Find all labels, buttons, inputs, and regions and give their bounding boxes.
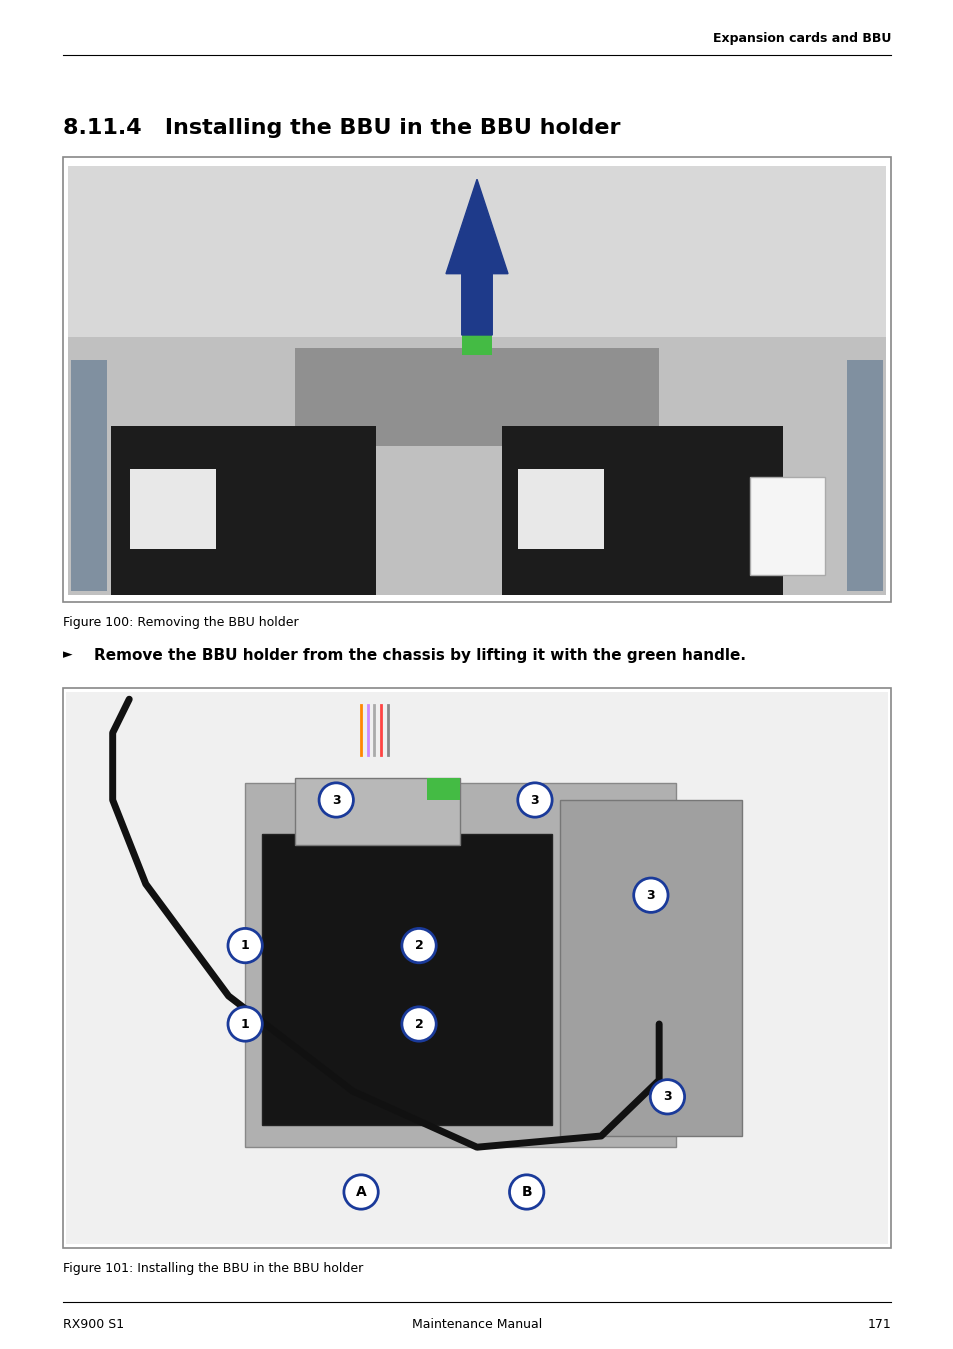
Bar (245, 784, 675, 1147)
Bar (66, 692, 887, 1244)
Bar (749, 478, 824, 575)
Ellipse shape (343, 1175, 377, 1209)
Text: 3: 3 (662, 1090, 671, 1103)
Text: Remove the BBU holder from the chassis by lifting it with the green handle.: Remove the BBU holder from the chassis b… (93, 648, 744, 662)
Text: RX900 S1: RX900 S1 (63, 1318, 124, 1331)
Text: Figure 101: Installing the BBU in the BBU holder: Figure 101: Installing the BBU in the BB… (63, 1263, 363, 1275)
Ellipse shape (401, 928, 436, 963)
Bar (63, 688, 890, 1248)
Text: Figure 100: Removing the BBU holder: Figure 100: Removing the BBU holder (63, 616, 298, 629)
Ellipse shape (650, 1079, 684, 1114)
Bar (68, 166, 885, 415)
Ellipse shape (401, 1006, 436, 1041)
FancyArrow shape (446, 179, 507, 335)
Text: A: A (355, 1184, 366, 1199)
Bar (71, 360, 107, 591)
Bar (63, 156, 890, 602)
Bar (68, 337, 885, 595)
Text: 2: 2 (415, 1017, 423, 1031)
Text: 3: 3 (646, 889, 655, 901)
Bar (294, 777, 460, 844)
Text: 2: 2 (415, 939, 423, 952)
Bar (111, 426, 375, 595)
Ellipse shape (228, 928, 262, 963)
Text: Expansion cards and BBU: Expansion cards and BBU (712, 32, 890, 46)
Text: Maintenance Manual: Maintenance Manual (412, 1318, 541, 1331)
Text: ►: ► (63, 648, 72, 661)
Text: 1: 1 (240, 1017, 250, 1031)
Ellipse shape (228, 1006, 262, 1041)
Text: 8.11.4   Installing the BBU in the BBU holder: 8.11.4 Installing the BBU in the BBU hol… (63, 117, 619, 138)
Text: 3: 3 (530, 793, 538, 807)
Bar (261, 834, 551, 1125)
Ellipse shape (509, 1175, 543, 1209)
Bar (517, 468, 603, 549)
Bar (427, 777, 460, 800)
Bar (501, 426, 782, 595)
Text: 1: 1 (240, 939, 250, 952)
Text: 3: 3 (332, 793, 340, 807)
Bar (130, 468, 215, 549)
Text: B: B (521, 1184, 532, 1199)
Bar (294, 348, 659, 447)
Ellipse shape (517, 782, 552, 817)
Bar (461, 331, 492, 355)
Ellipse shape (318, 782, 353, 817)
Bar (559, 800, 741, 1136)
Text: 171: 171 (866, 1318, 890, 1331)
Bar (846, 360, 882, 591)
Ellipse shape (633, 878, 667, 912)
